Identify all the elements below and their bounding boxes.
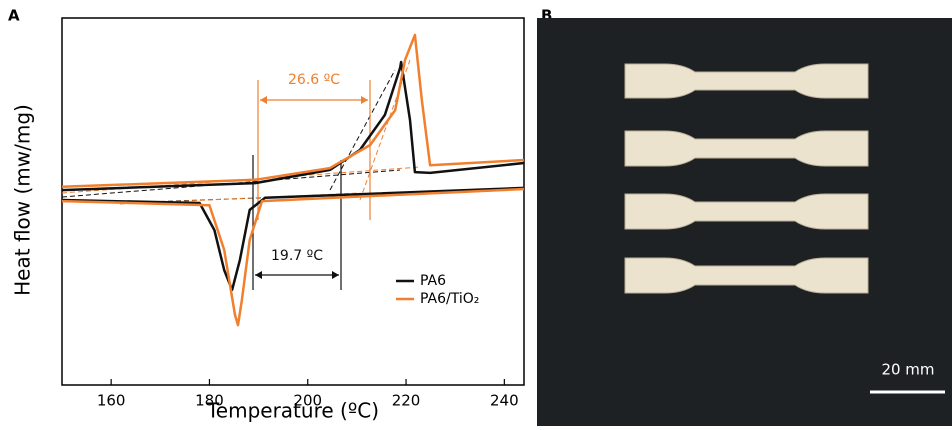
annotation: 19.7 ºC	[271, 248, 323, 264]
series-line	[61, 60, 525, 192]
panel-label: B	[541, 7, 552, 25]
scale-bar-label: 20 mm	[881, 361, 934, 379]
annotation: 26.6 ºC	[288, 72, 340, 88]
x-tick-label: 240	[490, 392, 519, 410]
x-tick-label: 200	[293, 392, 322, 410]
x-tick-label: 180	[195, 392, 224, 410]
series-line	[61, 33, 525, 189]
specimens	[624, 63, 869, 294]
legend-label: PA6	[420, 273, 446, 289]
panel-label: A	[8, 7, 20, 25]
y-axis-label: Heat flow (mw/mg)	[11, 104, 35, 296]
series-line	[61, 187, 525, 327]
x-axis-label: Temperature (ºC)	[206, 399, 379, 423]
x-tick-label: 220	[392, 392, 421, 410]
plot-area: 160 180 200 220 240 PA6 PA6/TiO₂	[61, 33, 525, 410]
legend-label: PA6/TiO₂	[420, 291, 479, 307]
x-tick-label: 160	[97, 392, 126, 410]
